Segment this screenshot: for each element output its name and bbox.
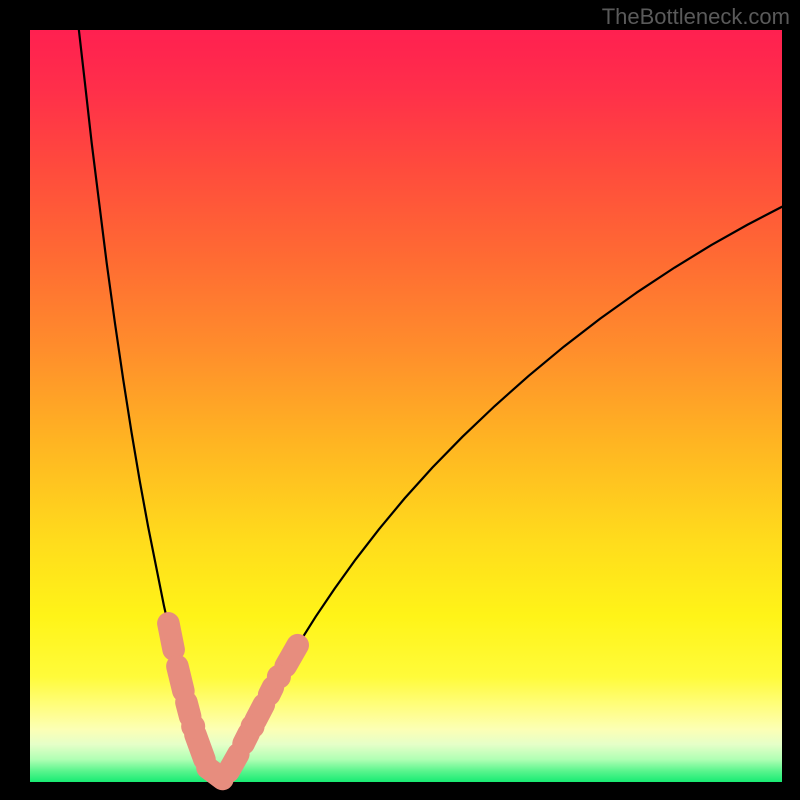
marker-capsule	[168, 623, 173, 649]
marker-dot	[267, 665, 291, 689]
marker-capsule	[286, 645, 298, 666]
watermark-text: TheBottleneck.com	[602, 4, 790, 30]
gradient-plot	[0, 0, 800, 800]
plot-background	[30, 30, 782, 782]
marker-capsule	[229, 754, 239, 771]
marker-dot	[181, 714, 205, 738]
marker-capsule	[269, 687, 273, 695]
marker-dot	[241, 714, 265, 738]
marker-capsule	[195, 735, 204, 760]
marker-capsule	[177, 666, 183, 691]
chart-frame: TheBottleneck.com	[0, 0, 800, 800]
marker-capsule	[186, 702, 190, 716]
